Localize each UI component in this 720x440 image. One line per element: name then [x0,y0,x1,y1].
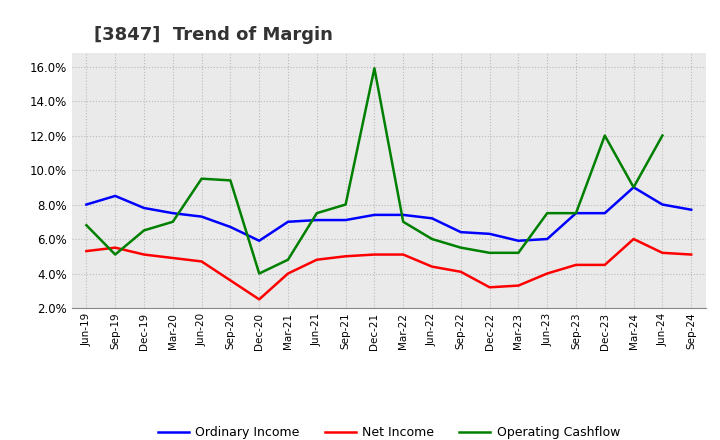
Ordinary Income [399,212,408,217]
Operating Cashflow [284,257,292,262]
Ordinary Income [572,210,580,216]
Text: [3847]  Trend of Margin: [3847] Trend of Margin [94,26,333,44]
Net Income [140,252,148,257]
Operating Cashflow [255,271,264,276]
Ordinary Income [341,217,350,223]
Ordinary Income [370,212,379,217]
Net Income [629,236,638,242]
Net Income [399,252,408,257]
Operating Cashflow [312,210,321,216]
Net Income [197,259,206,264]
Net Income [226,278,235,283]
Operating Cashflow [514,250,523,256]
Operating Cashflow [485,250,494,256]
Ordinary Income [197,214,206,219]
Line: Net Income: Net Income [86,239,691,299]
Ordinary Income [140,205,148,211]
Net Income [514,283,523,288]
Ordinary Income [629,185,638,190]
Operating Cashflow [456,245,465,250]
Net Income [485,285,494,290]
Ordinary Income [255,238,264,243]
Ordinary Income [658,202,667,207]
Net Income [456,269,465,275]
Net Income [341,253,350,259]
Operating Cashflow [629,185,638,190]
Net Income [168,255,177,260]
Ordinary Income [600,210,609,216]
Operating Cashflow [572,210,580,216]
Ordinary Income [428,216,436,221]
Net Income [600,262,609,268]
Operating Cashflow [600,133,609,138]
Net Income [255,297,264,302]
Ordinary Income [485,231,494,236]
Ordinary Income [111,193,120,198]
Ordinary Income [168,210,177,216]
Net Income [428,264,436,269]
Net Income [82,249,91,254]
Operating Cashflow [82,223,91,228]
Net Income [111,245,120,250]
Ordinary Income [543,236,552,242]
Operating Cashflow [226,178,235,183]
Net Income [284,271,292,276]
Operating Cashflow [140,228,148,233]
Operating Cashflow [111,252,120,257]
Operating Cashflow [658,133,667,138]
Operating Cashflow [370,66,379,71]
Operating Cashflow [197,176,206,181]
Operating Cashflow [543,210,552,216]
Line: Ordinary Income: Ordinary Income [86,187,691,241]
Ordinary Income [687,207,696,213]
Net Income [370,252,379,257]
Net Income [572,262,580,268]
Ordinary Income [456,230,465,235]
Operating Cashflow [399,219,408,224]
Ordinary Income [82,202,91,207]
Operating Cashflow [428,236,436,242]
Operating Cashflow [341,202,350,207]
Net Income [658,250,667,256]
Net Income [312,257,321,262]
Line: Operating Cashflow: Operating Cashflow [86,68,662,274]
Ordinary Income [226,224,235,230]
Ordinary Income [284,219,292,224]
Net Income [687,252,696,257]
Operating Cashflow [168,219,177,224]
Legend: Ordinary Income, Net Income, Operating Cashflow: Ordinary Income, Net Income, Operating C… [153,422,625,440]
Ordinary Income [312,217,321,223]
Ordinary Income [514,238,523,243]
Net Income [543,271,552,276]
